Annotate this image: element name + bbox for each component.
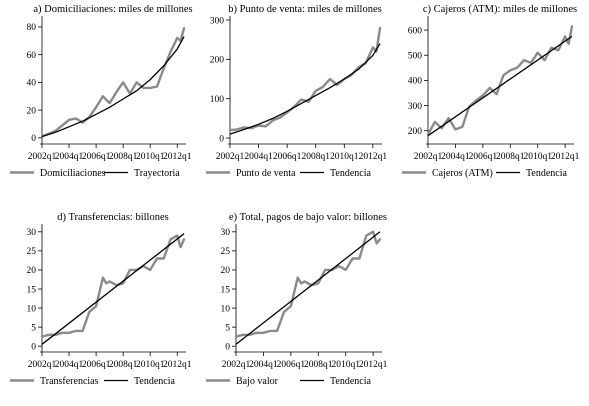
- x-tick-label: 2002q1: [414, 152, 443, 162]
- y-tick-label: 60: [27, 51, 37, 61]
- x-tick-label: 2004q1: [441, 152, 470, 162]
- chart-panel-2: b) Punto de venta: miles de millones 0 100…: [206, 4, 387, 179]
- x-tick-label: 2008q1: [304, 360, 333, 370]
- y-tick-label: 200: [210, 56, 225, 66]
- y-tick-label: 300: [210, 16, 225, 26]
- x-tick-label: 2004q1: [249, 360, 278, 370]
- y-tick-label: 25: [27, 247, 37, 257]
- y-tick-label: 20: [27, 106, 37, 116]
- y-tick-label: 10: [221, 304, 231, 314]
- legend-label: Tendencia: [526, 168, 568, 179]
- y-tick-label: 200: [408, 127, 423, 137]
- actual-series-line: [234, 230, 382, 338]
- y-tick-label: 15: [27, 285, 37, 295]
- trend-series-line: [41, 233, 185, 345]
- x-tick-label: 2006q1: [273, 152, 302, 162]
- y-tick-label: 5: [31, 323, 36, 333]
- y-tick-label: 20: [27, 266, 37, 276]
- y-tick-label: 600: [408, 26, 423, 36]
- legend-label: Transferencias: [40, 376, 99, 387]
- trend-series-line: [427, 35, 573, 137]
- x-tick-label: 2006q1: [277, 360, 306, 370]
- y-tick-label: 40: [27, 79, 37, 89]
- x-tick-label: 2008q1: [109, 360, 138, 370]
- x-tick-label: 2012q1: [359, 152, 388, 162]
- x-tick-label: 2006q1: [469, 152, 498, 162]
- x-tick-label: 2012q1: [163, 360, 192, 370]
- y-tick-label: 0: [219, 134, 224, 144]
- x-tick-label: 2012q1: [359, 360, 388, 370]
- legend-label: Cajeros (ATM): [432, 168, 493, 179]
- y-tick-label: 100: [210, 95, 225, 105]
- x-tick-label: 2008q1: [301, 152, 330, 162]
- x-tick-label: 2004q1: [55, 152, 84, 162]
- y-tick-label: 400: [408, 77, 423, 87]
- x-tick-label: 2002q1: [28, 152, 57, 162]
- chart-title: b) Punto de venta: miles de millones: [228, 4, 381, 15]
- trend-series-line: [41, 36, 185, 138]
- trend-series-line: [229, 43, 381, 135]
- y-tick-label: 10: [27, 304, 37, 314]
- legend-label: Tendencia: [134, 376, 176, 387]
- y-tick-label: 300: [408, 102, 423, 112]
- y-tick-label: 30: [221, 228, 231, 238]
- chart-panel-3: c) Cajeros (ATM): miles de millones 200 30…: [402, 4, 580, 179]
- legend-label: Bajo valor: [236, 376, 279, 387]
- chart-panel-5: e) Total, pagos de bajo valor: billones 0…: [206, 212, 388, 387]
- legend-label: Tendencia: [330, 376, 372, 387]
- x-tick-label: 2002q1: [222, 360, 251, 370]
- y-tick-label: 0: [225, 342, 230, 352]
- x-tick-label: 2010q1: [136, 360, 165, 370]
- x-tick-label: 2012q1: [163, 152, 192, 162]
- legend-label: Domiciliaciones: [40, 168, 106, 179]
- legend-label: Tendencia: [330, 168, 372, 179]
- actual-series-line: [228, 26, 382, 132]
- chart-title: e) Total, pagos de bajo valor: billones: [229, 212, 387, 223]
- y-tick-label: 80: [27, 23, 37, 33]
- y-tick-label: 30: [27, 228, 37, 238]
- trend-series-line: [235, 231, 381, 345]
- legend-label: Trayectoria: [134, 168, 180, 179]
- x-tick-label: 2006q1: [82, 152, 111, 162]
- x-tick-label: 2002q1: [216, 152, 245, 162]
- y-tick-label: 15: [221, 285, 231, 295]
- chart-title: d) Transferencias: billones: [57, 212, 168, 223]
- chart-panel-1: a) Domiciliaciones: miles de millones 0 20…: [10, 4, 193, 179]
- legend-label: Punto de venta: [236, 168, 296, 179]
- x-tick-label: 2008q1: [109, 152, 138, 162]
- y-tick-label: 0: [31, 134, 36, 144]
- x-tick-label: 2010q1: [523, 152, 552, 162]
- x-tick-label: 2008q1: [496, 152, 525, 162]
- chart-title: c) Cajeros (ATM): miles de millones: [423, 4, 577, 15]
- x-tick-label: 2006q1: [82, 360, 111, 370]
- actual-series-line: [40, 234, 186, 338]
- x-tick-label: 2004q1: [55, 360, 84, 370]
- x-tick-label: 2010q1: [330, 152, 359, 162]
- y-tick-label: 0: [31, 342, 36, 352]
- x-tick-label: 2004q1: [244, 152, 273, 162]
- x-tick-label: 2002q1: [28, 360, 57, 370]
- y-tick-label: 500: [408, 52, 423, 62]
- y-tick-label: 25: [221, 247, 231, 257]
- actual-series-line: [426, 25, 574, 136]
- x-tick-label: 2010q1: [331, 360, 360, 370]
- x-tick-label: 2012q1: [551, 152, 580, 162]
- actual-series-line: [40, 27, 186, 138]
- y-tick-label: 20: [221, 266, 231, 276]
- chart-title: a) Domiciliaciones: miles de millones: [33, 4, 192, 15]
- x-tick-label: 2010q1: [136, 152, 165, 162]
- y-tick-label: 5: [225, 323, 230, 333]
- chart-panel-4: d) Transferencias: billones 0 5 10 15 20 25 30 2…: [10, 212, 192, 387]
